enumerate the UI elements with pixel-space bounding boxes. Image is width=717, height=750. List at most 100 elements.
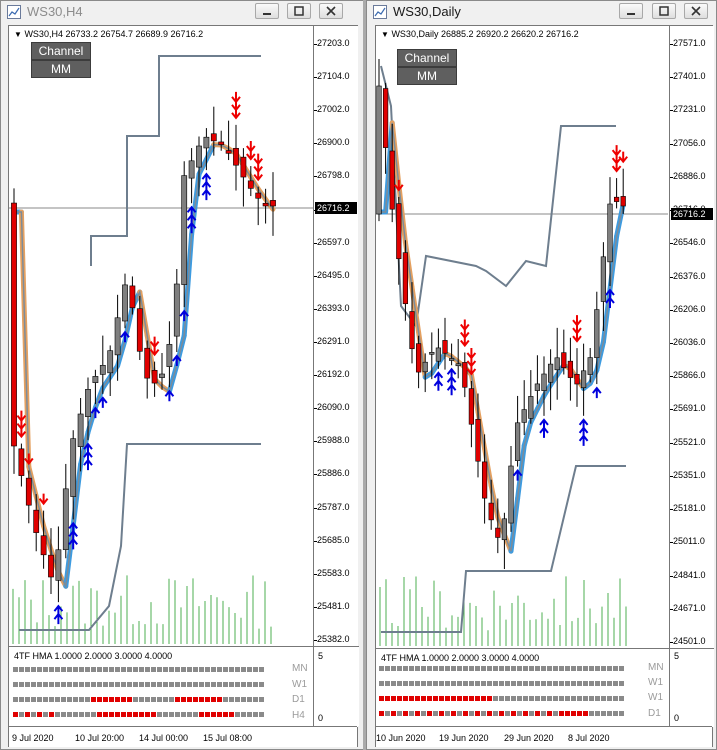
price-tick-mark: [670, 44, 673, 45]
time-axis[interactable]: 9 Jul 2020 10 Jul 20:00 14 Jul 00:00 15 …: [9, 726, 357, 747]
price-tick-mark: [314, 375, 317, 377]
close-button[interactable]: [684, 3, 708, 19]
price-axis[interactable]: 27571.0 27401.0 27231.0 27056.0 26886.0 26716…: [669, 26, 714, 648]
hma-signal-dot: [85, 682, 90, 687]
hma-signal-dot: [607, 696, 612, 701]
row-label-d1: D1: [648, 708, 661, 719]
hma-signal-dot: [571, 711, 576, 716]
maximize-button[interactable]: [287, 3, 311, 19]
price-chart[interactable]: ▼ WS30,Daily 26885.2 26920.2 26620.2 267…: [375, 25, 714, 747]
hma-outline: [14, 143, 274, 589]
chart-window-daily[interactable]: WS30,Daily ▼ WS30,Daily 26885.2 26920.2 …: [366, 0, 717, 750]
hma-signal-dot: [595, 696, 600, 701]
price-tick-mark: [670, 77, 673, 79]
price-tick-mark: [314, 308, 317, 310]
hma-signal-dot: [91, 697, 96, 702]
price-tick-label: 26495.0: [317, 269, 350, 280]
channel-button[interactable]: Channel: [31, 42, 91, 60]
hma-signal-dot: [193, 697, 198, 702]
sell-arrow-icon: [16, 410, 27, 423]
close-button[interactable]: [319, 3, 343, 19]
hma-signal-dot: [619, 711, 624, 716]
hma-signal-dot: [175, 682, 180, 687]
hma-signal-dot: [511, 681, 516, 686]
symbol-header: ▼ WS30,Daily 26885.2 26920.2 26620.2 267…: [381, 29, 579, 39]
hma-signal-dot: [247, 712, 252, 717]
date-label: 19 Jun 2020: [439, 733, 489, 743]
buy-arrow-icon: [68, 537, 78, 550]
hma-signal-dot: [103, 712, 108, 717]
hma-signal-dot: [481, 666, 486, 671]
sell-arrow-icon: [460, 319, 470, 332]
hma-signal-dot: [25, 682, 30, 687]
mm-button[interactable]: MM: [397, 67, 457, 85]
hma-signal-dot: [379, 666, 384, 671]
hma-signal-dot: [607, 681, 612, 686]
maximize-button[interactable]: [652, 3, 676, 19]
hma-signal-dot: [43, 697, 48, 702]
hma-indicator-panel[interactable]: 4TF HMA 1.0000 2.0000 3.0000 4.0000 MN W…: [9, 646, 359, 727]
chart-window-icon: [373, 5, 387, 19]
hma-signal-dot: [151, 682, 156, 687]
window-titlebar[interactable]: WS30,Daily: [367, 1, 716, 23]
hma-signal-row: [13, 667, 265, 672]
price-tick-label: 24671.0: [673, 602, 706, 613]
candle-body: [240, 156, 247, 178]
hma-signal-dot: [517, 696, 522, 701]
hma-signal-dot: [199, 697, 204, 702]
collapse-triangle-icon[interactable]: ▼: [14, 30, 22, 39]
hma-signal-dot: [25, 667, 30, 672]
window-titlebar[interactable]: WS30,H4: [1, 1, 363, 23]
hma-signal-dot: [37, 667, 42, 672]
hma-signal-dot: [115, 667, 120, 672]
channel-button[interactable]: Channel: [397, 49, 457, 67]
candle-body: [225, 150, 232, 154]
hma-signal-dot: [67, 712, 72, 717]
buy-arrow-icon: [98, 396, 108, 408]
minimize-button[interactable]: [619, 3, 643, 19]
hma-signal-dot: [385, 711, 390, 716]
chart-window-h4[interactable]: WS30,H4 ▼ WS30,H4 26733.2 26754.7 26689.…: [0, 0, 364, 750]
candle-body: [218, 141, 225, 145]
sell-arrow-icon: [24, 453, 34, 466]
hma-signal-dot: [403, 711, 408, 716]
hma-signal-dot: [115, 682, 120, 687]
candle-body: [587, 357, 593, 375]
hma-signal-dot: [619, 696, 624, 701]
candle-body: [455, 363, 461, 367]
candle-body: [415, 343, 422, 373]
price-tick-label: 25521.0: [673, 436, 706, 447]
minimize-button[interactable]: [255, 3, 279, 19]
mm-button[interactable]: MM: [31, 60, 91, 78]
hma-signal-dot: [613, 666, 618, 671]
sell-arrow-icon: [231, 91, 241, 104]
maximize-icon: [659, 6, 669, 16]
collapse-triangle-icon[interactable]: ▼: [381, 30, 389, 39]
price-axis[interactable]: 27203.027104.027002.026900.026798.026699…: [313, 26, 358, 646]
price-tick-mark: [670, 642, 673, 643]
hma-signal-dot: [499, 711, 504, 716]
price-tick-label: 27056.0: [673, 137, 706, 148]
price-plot[interactable]: [376, 26, 668, 648]
hma-signal-dot: [115, 712, 120, 717]
hma-indicator-panel[interactable]: 4TF HMA 1.0000 2.0000 3.0000 4.0000 MN W…: [376, 648, 714, 727]
hma-signal-dot: [139, 697, 144, 702]
hma-signal-dot: [91, 667, 96, 672]
date-label: 10 Jun 2020: [376, 733, 426, 743]
price-tick-label: 26546.0: [673, 237, 706, 248]
price-chart[interactable]: ▼ WS30,H4 26733.2 26754.7 26689.9 26716.…: [8, 25, 359, 747]
hma-signal-dot: [253, 667, 258, 672]
hma-signal-dot: [133, 682, 138, 687]
hma-signal-dot: [589, 696, 594, 701]
hma-signal-dot: [499, 696, 504, 701]
hma-signal-dot: [169, 697, 174, 702]
price-plot[interactable]: [9, 26, 314, 646]
hma-signal-dot: [415, 681, 420, 686]
hma-signal-dot: [175, 697, 180, 702]
time-axis[interactable]: 10 Jun 2020 19 Jun 2020 29 Jun 2020 8 Ju…: [376, 726, 712, 747]
hma-signal-dot: [463, 681, 468, 686]
price-tick-mark: [670, 243, 673, 245]
hma-signal-dot: [31, 712, 36, 717]
buy-arrow-icon: [578, 434, 589, 446]
hma-signal-row: [379, 696, 625, 701]
